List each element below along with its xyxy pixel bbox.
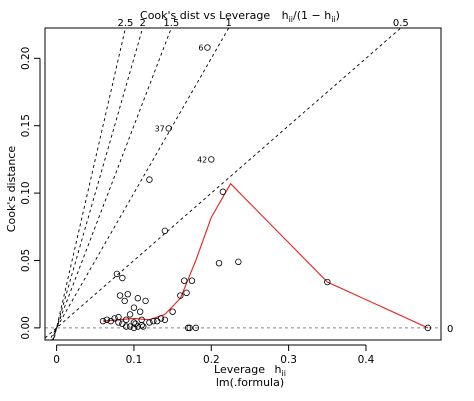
data-point — [130, 324, 138, 332]
data-point — [116, 292, 124, 299]
y-axis-label: Cook's distance — [5, 146, 18, 233]
data-point — [177, 292, 184, 299]
point-label-42: 42 — [197, 155, 207, 164]
data-point — [130, 304, 138, 311]
data-point — [146, 176, 153, 183]
smooth-curve — [102, 182, 429, 329]
contour-labels: 2.5 2 1.5 1 0.5 0 — [117, 18, 453, 335]
chart-title: Cook's dist vs Leverage hii/(1 − hii) — [140, 9, 340, 24]
x-tick-label: 0.4 — [358, 354, 375, 366]
contour-label-1.5: 1.5 — [163, 18, 179, 29]
contour-line-0.5 — [45, 28, 402, 339]
y-tick-label: 0.00 — [20, 316, 32, 339]
data-point — [219, 188, 227, 195]
point-labels: 37 42 6 — [155, 44, 208, 165]
x-tick-label: 0.2 — [203, 354, 220, 366]
data-point — [111, 315, 118, 322]
chart-title-main: Cook's dist vs Leverage — [140, 9, 270, 22]
y-axis: 0.00 0.05 0.10 0.15 0.20 — [20, 47, 41, 340]
data-point — [136, 308, 144, 315]
data-point — [215, 259, 223, 267]
chart-title-formula: h — [282, 9, 289, 22]
data-point — [123, 316, 130, 323]
data-point — [124, 290, 131, 298]
data-point — [188, 277, 196, 284]
data-point — [181, 277, 188, 284]
contour-label-1: 1 — [226, 18, 232, 29]
data-point — [208, 156, 215, 163]
x-axis: 0 0.1 0.2 0.3 0.4 — [53, 344, 375, 366]
data-point — [113, 270, 121, 278]
x-axis-label-symbol: h — [275, 363, 282, 376]
data-point — [324, 278, 331, 286]
data-point — [161, 227, 169, 235]
data-point — [99, 317, 107, 325]
contour-label-0.5: 0.5 — [393, 18, 409, 29]
contour-line-2 — [52, 28, 144, 340]
chart-subtitle: lm(.formula) — [216, 376, 284, 389]
contour-line-1.5 — [51, 28, 172, 340]
point-label-37: 37 — [155, 124, 165, 133]
y-tick-label: 0.15 — [20, 114, 32, 137]
contour-label-2: 2 — [139, 18, 145, 29]
data-point — [121, 297, 128, 305]
x-axis-label-sub: ii — [282, 369, 286, 378]
data-point — [138, 316, 145, 323]
data-point — [119, 274, 126, 282]
data-point — [115, 313, 122, 321]
data-point — [186, 324, 193, 332]
y-tick-label: 0.10 — [20, 181, 32, 204]
data-point — [165, 125, 172, 132]
data-point — [192, 324, 200, 332]
chart-title-formula-end: ) — [336, 9, 340, 22]
data-point — [183, 289, 190, 297]
data-point — [146, 319, 153, 326]
point-label-6: 6 — [198, 44, 203, 53]
data-point — [235, 258, 242, 266]
chart-title-formula-sub2: ii — [331, 15, 335, 24]
x-tick-label: 0.1 — [126, 354, 143, 366]
data-point — [134, 295, 142, 302]
data-point — [150, 317, 157, 325]
data-point — [161, 316, 169, 323]
y-tick-label: 0.20 — [20, 47, 32, 70]
data-point — [126, 311, 134, 318]
data-point — [424, 324, 432, 332]
x-tick-label: 0 — [53, 354, 60, 366]
data-point — [140, 323, 147, 330]
chart-title-formula-sub: ii — [289, 15, 293, 24]
data-point — [126, 323, 134, 330]
data-point — [123, 323, 130, 330]
data-point — [157, 315, 165, 322]
chart-title-formula-rest: /(1 − h — [293, 9, 331, 22]
contour-label-2.5: 2.5 — [117, 18, 133, 29]
contour-label-0: 0 — [447, 324, 453, 335]
x-axis-label-text: Leverage — [214, 363, 265, 376]
contour-lines — [45, 28, 402, 340]
x-tick-label: 0.3 — [280, 354, 297, 366]
data-point — [115, 319, 122, 326]
data-point — [142, 297, 149, 305]
data-point — [103, 316, 111, 323]
data-point — [169, 308, 176, 315]
smooth-line — [102, 182, 429, 329]
data-point — [153, 317, 161, 325]
contour-line-2.5 — [53, 28, 126, 340]
x-axis-label: Leverage hii — [214, 363, 286, 378]
data-point — [138, 321, 145, 329]
data-point — [204, 44, 211, 51]
y-tick-label: 0.05 — [20, 249, 32, 272]
plot-frame — [44, 27, 442, 341]
data-points — [99, 44, 432, 332]
contour-line-1 — [49, 28, 230, 340]
